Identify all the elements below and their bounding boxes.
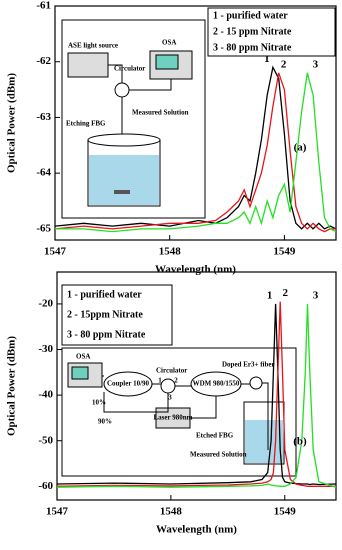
peak-label: 2	[282, 287, 288, 299]
spectrum-line	[54, 65, 337, 230]
inset-shape	[102, 375, 269, 419]
peak-label: 2	[281, 58, 287, 70]
y-tick-label: -62	[36, 55, 51, 67]
peak-label: 1	[264, 53, 270, 65]
y-tick-label: -60	[38, 480, 53, 492]
inset-label: WDM 980/1550	[193, 380, 240, 388]
inset-label: ASE light source	[68, 42, 118, 50]
peak-label: 3	[313, 289, 319, 301]
legend-entry: 1 - purified water	[213, 10, 288, 21]
legend-box	[207, 7, 336, 57]
inset-shape	[87, 133, 161, 147]
spectrum-line	[56, 303, 337, 488]
spectrum-line	[56, 301, 336, 487]
inset-label: Measured Solution	[190, 451, 247, 459]
panel-label: (b)	[293, 436, 307, 448]
peak-label: 3	[313, 58, 319, 70]
x-tick-label: 1548	[159, 246, 182, 258]
y-tick-label: -50	[38, 434, 53, 446]
inset-shape	[67, 52, 109, 78]
y-tick-label: -65	[36, 222, 51, 234]
inset-label: OSA	[76, 353, 90, 361]
inset-label: OSA	[162, 39, 176, 47]
x-tick-label: 1547	[46, 506, 69, 518]
inset-label: Circulator	[114, 65, 145, 73]
inset-label: Laser 980nm	[154, 414, 193, 422]
inset-label: Etched FBG	[196, 432, 234, 440]
x-tick-label: 1549	[274, 506, 297, 518]
inset-label: 90%	[98, 418, 112, 426]
inset-label: 3	[168, 394, 172, 402]
inset-label: Measured Solution	[132, 109, 189, 117]
inset-label: Doped Er3+ fiber	[222, 361, 275, 369]
legend-entry: 1 - purified water	[67, 289, 142, 300]
inset-label: 10%	[92, 399, 106, 407]
inset-shape	[245, 420, 283, 463]
plot-frame	[54, 5, 337, 241]
spectrum-line	[55, 72, 337, 233]
x-tick-label: 1548	[160, 506, 183, 518]
y-tick-label: -61	[36, 0, 51, 12]
y-tick-label: -64	[36, 167, 51, 179]
peak-label: 1	[267, 289, 273, 301]
x-tick-label: 1549	[273, 246, 296, 258]
inset-shape	[89, 155, 159, 205]
x-axis-title: Wavelength (nm)	[156, 524, 237, 536]
inset-label: Circulator	[156, 367, 187, 375]
y-tick-label: -30	[38, 343, 53, 355]
y-tick-label: -20	[38, 297, 53, 309]
inset-shape	[71, 366, 89, 380]
legend-entry: 2 - 15 ppm Nitrate	[213, 26, 292, 37]
y-axis-title: Optical Power (dBm)	[6, 73, 18, 173]
legend-entry: 3 - 80 ppm Nitrate	[67, 329, 146, 340]
panel-label: (a)	[294, 142, 307, 154]
inset-label: 2	[174, 377, 178, 385]
spectrum-line	[56, 303, 337, 486]
y-axis-title: Optical Power (dBm)	[6, 336, 18, 436]
inset-label: 1	[158, 377, 162, 385]
plot-frame	[56, 271, 337, 501]
inset-shape	[155, 54, 179, 70]
legend-entry: 2 - 15ppm Nitrate	[67, 309, 143, 320]
inset-label: Etching FBG	[66, 120, 106, 128]
y-tick-label: -40	[38, 389, 53, 401]
inset-shape	[114, 190, 130, 194]
legend-box	[61, 284, 173, 346]
inset-shape	[160, 378, 176, 394]
x-tick-label: 1547	[44, 246, 67, 258]
inset-shape	[114, 82, 130, 98]
spectrum-line	[54, 72, 336, 233]
y-tick-label: -63	[36, 111, 51, 123]
inset-label: Coupler 10/90	[107, 380, 150, 388]
legend-entry: 3 - 80 ppm Nitrate	[213, 42, 292, 53]
x-axis-title: Wavelength (nm)	[155, 264, 236, 276]
